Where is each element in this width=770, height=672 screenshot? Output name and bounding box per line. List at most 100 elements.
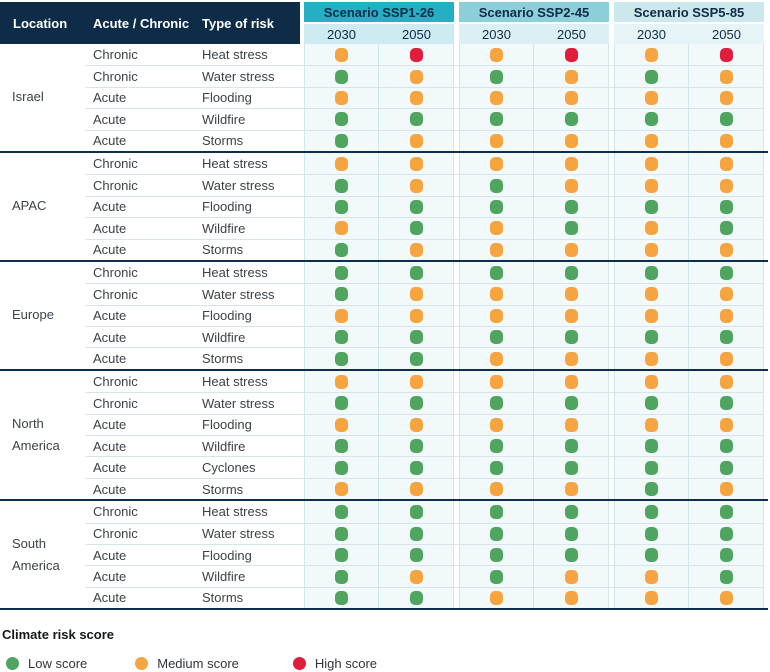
acute-chronic-cell: Chronic [85,174,195,196]
column-spacer [300,543,304,566]
score-cell [459,108,534,130]
column-spacer [300,108,304,130]
column-spacer [454,392,459,414]
risk-score-dot-low [409,112,423,127]
risk-score-dot-low [645,396,658,411]
score-cell [689,86,764,109]
location-group: APAC Chronic Heat stress Chronic Water stres… [0,152,768,262]
column-spacer [300,565,304,587]
column-spacer [300,129,304,151]
score-cell [379,543,454,566]
score-cell [689,370,764,393]
risk-score-dot-medium [490,90,503,105]
score-cell [304,435,379,457]
score-cell [614,129,689,151]
column-spacer [300,261,304,284]
location-group: Israel Chronic Heat stress Chronic Water str… [0,44,768,153]
column-spacer [454,65,459,87]
score-cell [459,370,534,393]
location-cell: Europe [0,261,85,369]
column-spacer [454,565,459,587]
risk-score-dot-medium [719,69,733,84]
risk-score-dot-medium [409,482,423,496]
column-spacer [454,586,459,609]
acute-chronic-cell: Acute [85,347,195,369]
score-cell [459,565,534,587]
score-cell [379,44,454,66]
column-spacer [454,456,459,478]
column-spacer [300,304,304,327]
score-cell [689,522,764,544]
risk-type-cell: Flooding [195,304,300,327]
score-cell [459,195,534,218]
risk-score-dot-low [719,112,733,127]
column-spacer [300,44,304,66]
risk-score-dot-low [564,504,578,519]
risk-score-dot-low [490,569,503,584]
score-cell [379,238,454,260]
risk-type-cell: Storms [195,238,300,260]
legend: Climate risk score Low score Medium scor… [0,627,770,671]
risk-score-dot-low [564,548,578,563]
risk-score-dot-medium [409,287,423,302]
risk-type-cell: Water stress [195,522,300,544]
score-cell [614,456,689,478]
risk-score-dot-medium [645,590,658,605]
column-spacer [300,456,304,478]
score-cell [304,238,379,260]
acute-chronic-cell: Acute [85,435,195,457]
risk-type-cell: Storms [195,477,300,500]
risk-score-dot-low [645,460,658,475]
risk-score-dot-low [490,265,503,280]
acute-chronic-cell: Acute [85,586,195,609]
column-header-type-of-risk: Type of risk [195,2,300,44]
score-cell [689,413,764,436]
column-spacer [609,370,614,393]
score-cell [304,283,379,305]
score-cell [304,477,379,500]
score-cell [534,217,609,239]
risk-score-dot-low [409,396,423,411]
risk-score-dot-medium [490,133,503,148]
risk-score-dot-low [645,112,658,127]
legend-label-medium: Medium score [157,656,239,672]
acute-chronic-cell: Acute [85,238,195,260]
score-cell [614,435,689,457]
risk-score-dot-medium [490,242,503,257]
year-header: 2050 [689,24,764,44]
risk-score-dot-low [409,351,423,366]
risk-score-dot-low [719,569,733,584]
risk-score-dot-low [564,526,578,541]
acute-chronic-cell: Acute [85,304,195,327]
risk-type-cell: Water stress [195,392,300,414]
score-cell [689,326,764,348]
risk-score-dot-medium [409,69,423,84]
column-spacer [609,543,614,566]
score-cell [459,65,534,87]
score-cell [459,522,534,544]
column-spacer [300,501,304,523]
column-spacer [609,586,614,609]
risk-type-cell: Flooding [195,543,300,566]
score-cell [459,586,534,609]
location-cell: APAC [0,152,85,260]
column-spacer [300,326,304,348]
column-spacer [609,347,614,369]
score-cell [534,65,609,87]
column-spacer [454,195,459,218]
risk-score-dot-medium [335,374,348,389]
score-cell [614,477,689,500]
column-header-acute-chronic: Acute / Chronic [85,2,195,44]
risk-type-cell: Wildfire [195,565,300,587]
risk-score-dot-low [335,590,348,605]
column-spacer [454,44,459,66]
score-cell [534,108,609,130]
risk-type-cell: Flooding [195,86,300,109]
score-cell [304,304,379,327]
risk-score-dot-medium [564,156,578,171]
risk-score-dot-low [335,569,348,584]
risk-type-cell: Heat stress [195,370,300,393]
risk-score-dot-low [335,526,348,541]
risk-score-dot-medium [645,47,658,62]
column-spacer [300,152,304,175]
